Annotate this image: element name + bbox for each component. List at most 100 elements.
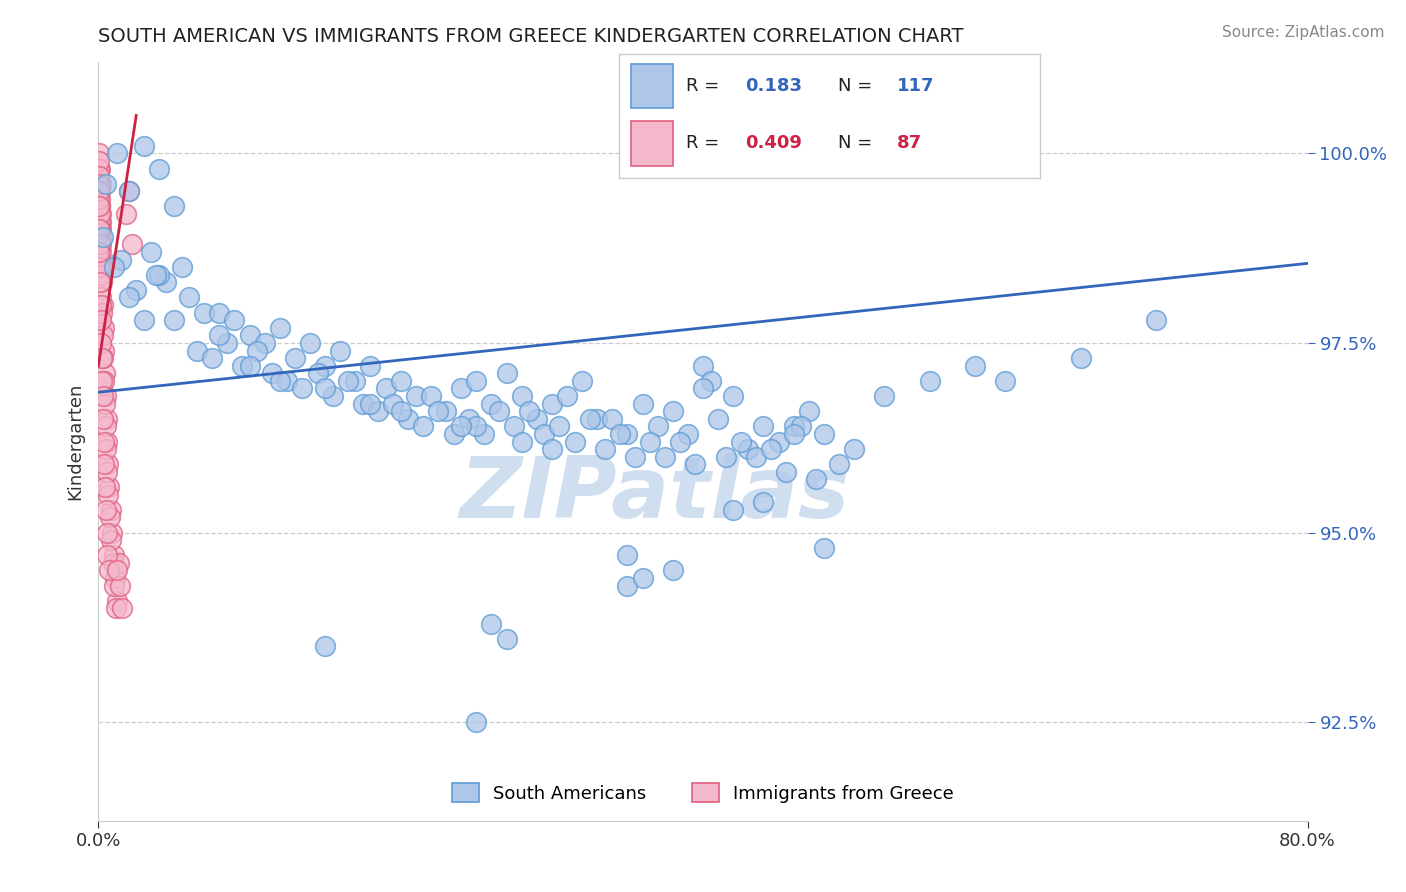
Text: 117: 117 <box>897 77 935 95</box>
Point <box>90 222 112 236</box>
Point <box>481 616 503 631</box>
Point <box>96 412 118 426</box>
Point <box>367 404 389 418</box>
Point <box>89 200 111 214</box>
Point <box>94 367 117 381</box>
Point <box>87 192 110 206</box>
Point <box>89 169 111 184</box>
Point <box>723 389 745 403</box>
Point <box>284 351 307 366</box>
Point <box>186 343 208 358</box>
Point <box>775 465 797 479</box>
Point <box>609 427 631 442</box>
Point <box>239 359 262 373</box>
Point <box>813 541 835 555</box>
Point <box>114 207 136 221</box>
Point <box>90 291 112 305</box>
Point <box>465 419 488 434</box>
Point <box>89 161 111 176</box>
Point <box>602 412 624 426</box>
Point <box>389 374 412 388</box>
Point <box>87 169 110 184</box>
Point <box>91 230 114 244</box>
Point <box>89 146 111 161</box>
Point <box>89 237 111 252</box>
Point <box>510 389 533 403</box>
Point <box>108 556 131 570</box>
Point <box>269 321 291 335</box>
Point <box>148 268 170 282</box>
Point <box>314 359 336 373</box>
Point <box>844 442 866 457</box>
Point <box>526 412 548 426</box>
Point <box>434 404 457 418</box>
Text: N =: N = <box>838 77 877 95</box>
Point <box>89 222 111 236</box>
Point <box>336 374 359 388</box>
Point <box>125 283 148 297</box>
Point <box>745 450 768 464</box>
Point <box>246 343 269 358</box>
Point <box>96 549 118 563</box>
Point <box>90 306 112 320</box>
Point <box>91 328 114 343</box>
Point <box>87 161 110 176</box>
Point <box>89 252 111 267</box>
Point <box>517 404 540 418</box>
Point <box>488 404 510 418</box>
Point <box>578 412 600 426</box>
Point <box>396 412 419 426</box>
Point <box>723 503 745 517</box>
Point <box>90 260 112 275</box>
Point <box>239 328 262 343</box>
Point <box>97 488 120 502</box>
Y-axis label: Kindergarten: Kindergarten <box>66 383 84 500</box>
Point <box>783 419 806 434</box>
Point <box>661 404 683 418</box>
Point <box>291 382 314 396</box>
Point <box>94 389 117 403</box>
Point <box>93 374 115 388</box>
Point <box>783 427 806 442</box>
Point <box>443 427 465 442</box>
Point <box>93 458 115 472</box>
Text: ZIPatlas: ZIPatlas <box>460 453 849 536</box>
Point <box>344 374 367 388</box>
Text: R =: R = <box>686 135 725 153</box>
Point <box>90 177 112 191</box>
Point <box>360 359 382 373</box>
Point <box>540 397 562 411</box>
Point <box>873 389 896 403</box>
Point <box>94 503 117 517</box>
Point <box>94 177 117 191</box>
Point <box>631 397 654 411</box>
Point <box>91 389 114 403</box>
Point <box>103 579 125 593</box>
Point <box>714 450 737 464</box>
Point <box>465 715 488 730</box>
Point <box>631 571 654 585</box>
Point <box>101 556 124 570</box>
Point <box>215 336 238 351</box>
Text: 0.183: 0.183 <box>745 77 803 95</box>
Point <box>118 185 141 199</box>
Point <box>96 434 118 449</box>
Point <box>103 549 125 563</box>
Point <box>457 412 479 426</box>
Text: 87: 87 <box>897 135 922 153</box>
Point <box>89 222 111 236</box>
Point <box>89 215 111 229</box>
Point <box>405 389 427 403</box>
Point <box>96 442 118 457</box>
Point <box>89 260 111 275</box>
Point <box>98 480 121 494</box>
Point <box>110 252 132 267</box>
Point <box>90 245 112 260</box>
Point <box>90 215 112 229</box>
Point <box>752 419 775 434</box>
Point <box>94 419 117 434</box>
Point <box>105 564 128 578</box>
Point <box>104 601 127 615</box>
Point <box>89 276 111 290</box>
Point <box>121 237 143 252</box>
